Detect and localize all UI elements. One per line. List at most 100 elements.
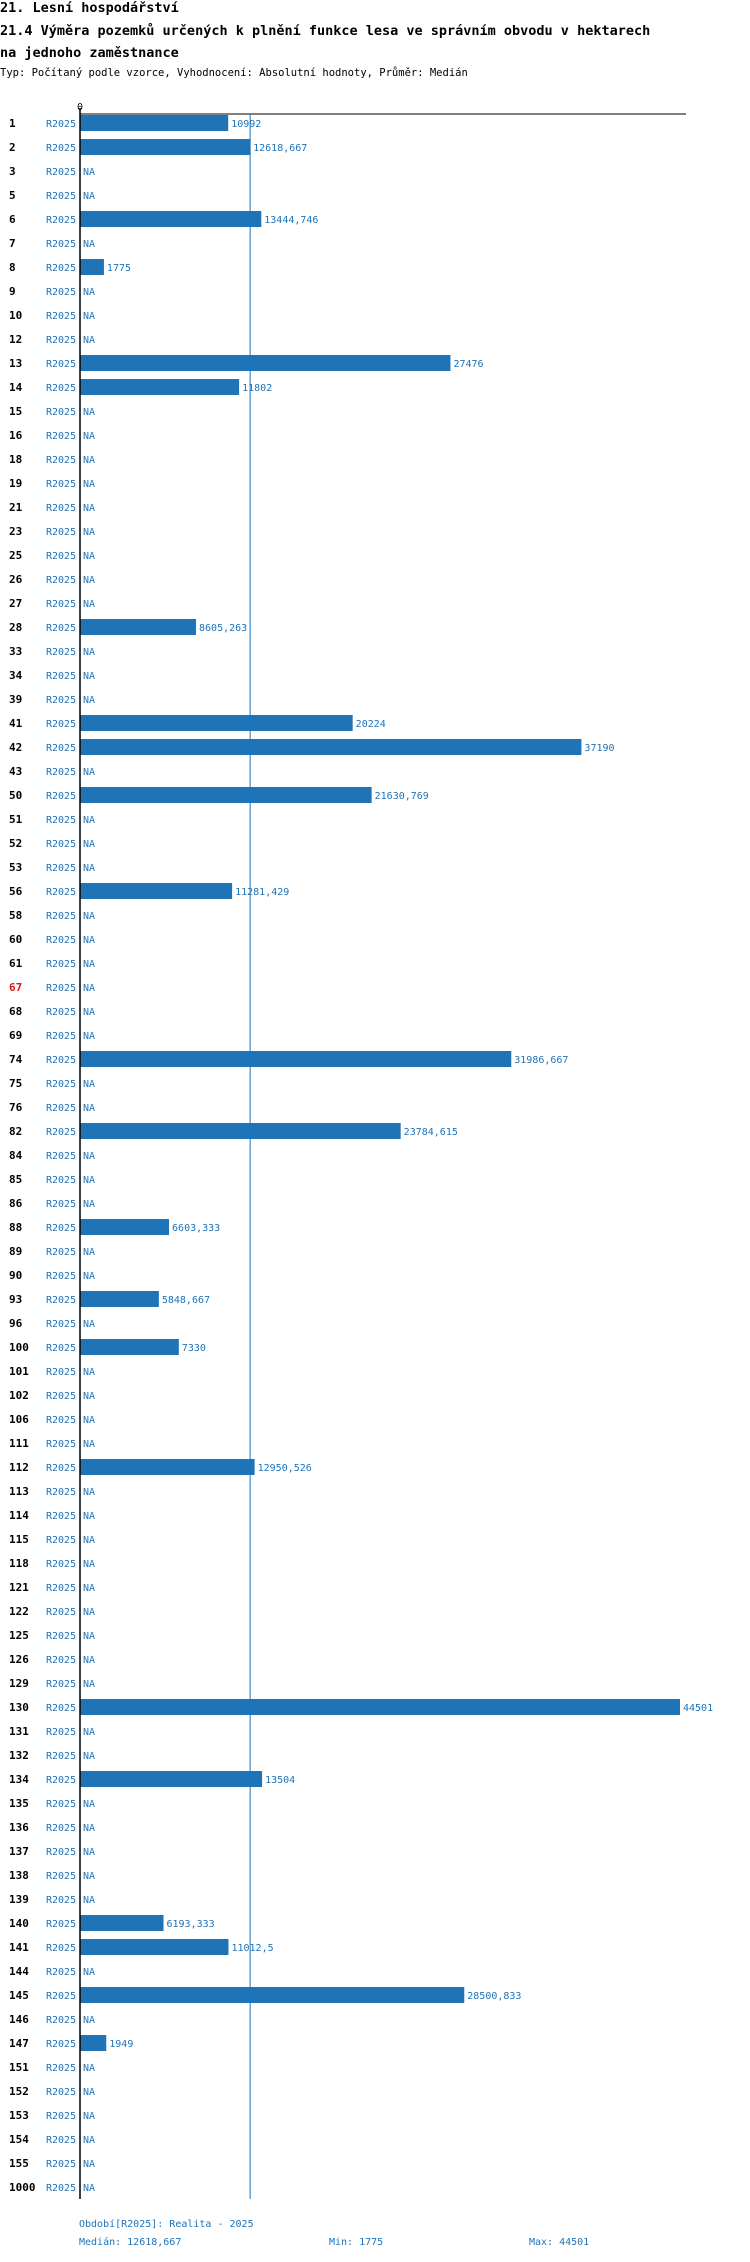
- series-label: R2025: [46, 647, 76, 658]
- category-label: 18: [9, 453, 22, 466]
- category-label: 93: [9, 1293, 22, 1306]
- series-label: R2025: [46, 863, 76, 874]
- data-label: 1775: [107, 263, 131, 274]
- section-title: 21. Lesní hospodářství: [0, 0, 179, 16]
- data-label: 1949: [109, 2039, 133, 2050]
- data-label: NA: [83, 767, 95, 778]
- data-label: NA: [83, 407, 95, 418]
- series-label: R2025: [46, 1775, 76, 1786]
- data-label: NA: [83, 1607, 95, 1618]
- category-label: 39: [9, 693, 22, 706]
- category-label: 33: [9, 645, 22, 658]
- category-label: 102: [9, 1389, 29, 1402]
- footer-min: Min: 1775: [329, 2237, 384, 2248]
- category-label: 100: [9, 1341, 29, 1354]
- series-label: R2025: [46, 167, 76, 178]
- series-label: R2025: [46, 599, 76, 610]
- category-label: 58: [9, 909, 22, 922]
- data-label: NA: [83, 1895, 95, 1906]
- series-label: R2025: [46, 1463, 76, 1474]
- data-label: NA: [83, 1511, 95, 1522]
- category-label: 56: [9, 885, 23, 898]
- series-label: R2025: [46, 719, 76, 730]
- series-label: R2025: [46, 1943, 76, 1954]
- bar: [80, 2035, 107, 2051]
- series-label: R2025: [46, 1439, 76, 1450]
- series-label: R2025: [46, 1151, 76, 1162]
- data-label: NA: [83, 983, 95, 994]
- series-label: R2025: [46, 1895, 76, 1906]
- series-label: R2025: [46, 815, 76, 826]
- data-label: NA: [83, 239, 95, 250]
- category-label: 135: [9, 1797, 29, 1810]
- category-label: 121: [9, 1581, 29, 1594]
- data-label: NA: [83, 2159, 95, 2170]
- data-label: 11012,5: [231, 1943, 273, 1954]
- category-label: 42: [9, 741, 22, 754]
- data-label: NA: [83, 1967, 95, 1978]
- category-label: 7: [9, 237, 16, 250]
- series-label: R2025: [46, 1079, 76, 1090]
- data-label: NA: [83, 1247, 95, 1258]
- category-label: 1: [9, 117, 16, 130]
- series-label: R2025: [46, 1583, 76, 1594]
- category-label: 141: [9, 1941, 29, 1954]
- category-label: 88: [9, 1221, 22, 1234]
- category-label: 26: [9, 573, 23, 586]
- data-label: NA: [83, 455, 95, 466]
- data-label: 23784,615: [404, 1127, 458, 1138]
- series-label: R2025: [46, 839, 76, 850]
- chart-title-line2: na jednoho zaměstnance: [0, 45, 179, 61]
- category-label: 111: [9, 1437, 29, 1450]
- series-label: R2025: [46, 1655, 76, 1666]
- category-label: 25: [9, 549, 22, 562]
- series-label: R2025: [46, 1175, 76, 1186]
- series-label: R2025: [46, 1391, 76, 1402]
- data-label: NA: [83, 671, 95, 682]
- category-label: 10: [9, 309, 22, 322]
- series-label: R2025: [46, 1199, 76, 1210]
- category-label: 60: [9, 933, 22, 946]
- series-label: R2025: [46, 2063, 76, 2074]
- bar: [80, 1459, 255, 1475]
- series-label: R2025: [46, 1247, 76, 1258]
- data-label: NA: [83, 863, 95, 874]
- series-label: R2025: [46, 1031, 76, 1042]
- series-label: R2025: [46, 1967, 76, 1978]
- data-label: 37190: [584, 743, 614, 754]
- bar: [80, 1123, 401, 1139]
- data-label: NA: [83, 647, 95, 658]
- series-label: R2025: [46, 983, 76, 994]
- data-label: 8605,263: [199, 623, 247, 634]
- series-label: R2025: [46, 2183, 76, 2194]
- data-label: NA: [83, 1847, 95, 1858]
- series-label: R2025: [46, 887, 76, 898]
- data-label: 6193,333: [167, 1919, 215, 1930]
- category-label: 67: [9, 981, 22, 994]
- series-label: R2025: [46, 623, 76, 634]
- series-label: R2025: [46, 1223, 76, 1234]
- category-label: 90: [9, 1269, 22, 1282]
- data-label: NA: [83, 1103, 95, 1114]
- data-label: 27476: [453, 359, 483, 370]
- category-label: 152: [9, 2085, 29, 2098]
- category-label: 3: [9, 165, 16, 178]
- category-label: 52: [9, 837, 22, 850]
- category-label: 23: [9, 525, 22, 538]
- data-label: NA: [83, 935, 95, 946]
- bar: [80, 1771, 263, 1787]
- series-label: R2025: [46, 311, 76, 322]
- series-label: R2025: [46, 287, 76, 298]
- series-label: R2025: [46, 1007, 76, 1018]
- data-label: NA: [83, 191, 95, 202]
- category-label: 85: [9, 1173, 22, 1186]
- category-label: 84: [9, 1149, 23, 1162]
- data-label: 5848,667: [162, 1295, 210, 1306]
- category-label: 134: [9, 1773, 29, 1786]
- category-label: 12: [9, 333, 22, 346]
- data-label: NA: [83, 1583, 95, 1594]
- data-label: NA: [83, 839, 95, 850]
- category-label: 13: [9, 357, 22, 370]
- chart-title-line1: 21.4 Výměra pozemků určených k plnění fu…: [0, 23, 651, 39]
